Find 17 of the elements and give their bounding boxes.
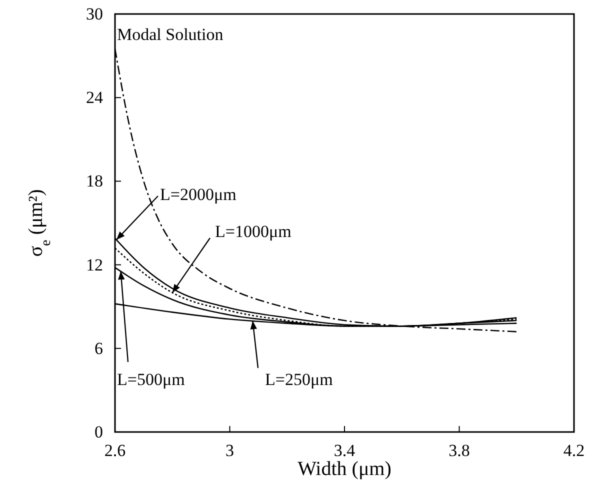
text: L=250μm — [265, 370, 333, 389]
y-tick-label: 12 — [86, 255, 103, 274]
x-tick-label: 2.6 — [104, 441, 126, 460]
x-tick-label: 3.4 — [334, 441, 356, 460]
x-axis-title: Width (μm) — [298, 458, 392, 480]
x-tick-label: 3.8 — [448, 441, 470, 460]
y-tick-label: 6 — [94, 338, 103, 358]
x-tick-label: 4.2 — [563, 441, 585, 460]
x-tick-label: 3 — [226, 441, 234, 460]
y-tick-label: 30 — [86, 4, 103, 24]
text: L=500μm — [117, 370, 185, 389]
y-tick-label: 0 — [94, 422, 103, 442]
y-tick-label: 18 — [86, 172, 103, 191]
text: L=1000μm — [215, 222, 292, 241]
text: L=2000μm — [160, 185, 236, 204]
series-label: Modal Solution — [117, 25, 224, 44]
y-tick-label: 24 — [86, 88, 104, 108]
